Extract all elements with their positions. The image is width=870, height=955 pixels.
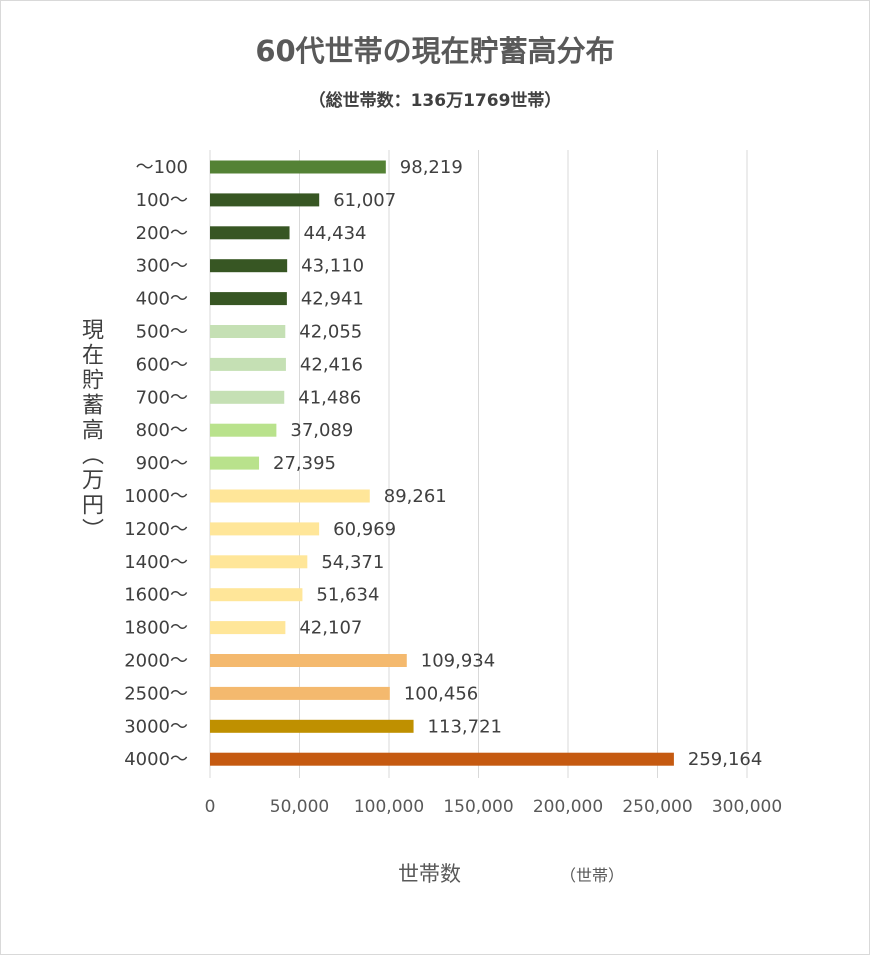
bar xyxy=(210,390,285,404)
data-label: 51,634 xyxy=(316,585,379,606)
bar xyxy=(210,423,277,437)
x-tick-label: 200,000 xyxy=(533,797,603,817)
category-label: 1800～ xyxy=(124,618,188,639)
bar xyxy=(210,621,286,635)
data-label: 60,969 xyxy=(333,519,396,540)
data-label: 89,261 xyxy=(384,486,447,507)
bar xyxy=(210,357,286,371)
category-label: 1000～ xyxy=(124,486,188,507)
data-label: 42,055 xyxy=(299,322,362,343)
data-label: 27,395 xyxy=(273,453,336,474)
category-label: 600～ xyxy=(136,354,188,375)
chart-title: 60代世帯の現在貯蓄高分布 xyxy=(255,34,615,68)
category-label: 800～ xyxy=(136,420,188,441)
data-label: 98,219 xyxy=(400,157,463,178)
chart-subtitle: （総世帯数：136万1769世帯） xyxy=(308,91,562,111)
category-label: 1200～ xyxy=(124,519,188,540)
data-label: 259,164 xyxy=(688,749,762,770)
bar xyxy=(210,259,288,273)
data-label: 113,721 xyxy=(428,716,502,737)
category-label: 400～ xyxy=(136,289,188,310)
data-label: 42,416 xyxy=(300,354,363,375)
category-label: 100～ xyxy=(136,190,188,211)
category-label: 3000～ xyxy=(124,716,188,737)
category-label: 1400～ xyxy=(124,552,188,573)
bar xyxy=(210,489,370,503)
category-label: ～100 xyxy=(136,157,188,178)
data-label: 44,434 xyxy=(304,223,367,244)
bar xyxy=(210,555,308,569)
x-axis-label: 世帯数 xyxy=(398,862,461,886)
bar xyxy=(210,292,287,306)
data-label: 42,107 xyxy=(299,618,362,639)
x-tick-label: 300,000 xyxy=(712,797,782,817)
bar xyxy=(210,588,303,602)
bar xyxy=(210,160,386,174)
x-tick-label: 0 xyxy=(205,797,216,817)
category-label: 4000～ xyxy=(124,749,188,770)
category-label: 200～ xyxy=(136,223,188,244)
x-tick-label: 150,000 xyxy=(443,797,513,817)
category-label: 2000～ xyxy=(124,651,188,672)
data-label: 61,007 xyxy=(333,190,396,211)
y-axis-label: 現在貯蓄高（万円） xyxy=(78,318,103,543)
x-tick-label: 250,000 xyxy=(622,797,692,817)
bar xyxy=(210,686,390,700)
bar xyxy=(210,456,260,470)
bar xyxy=(210,522,320,536)
category-label: 1600～ xyxy=(124,585,188,606)
category-label: 500～ xyxy=(136,322,188,343)
category-label: 700～ xyxy=(136,387,188,408)
data-label: 109,934 xyxy=(421,651,495,672)
category-label: 300～ xyxy=(136,256,188,277)
bar xyxy=(210,226,290,240)
data-label: 42,941 xyxy=(301,289,364,310)
x-tick-label: 50,000 xyxy=(270,797,329,817)
x-tick-label: 100,000 xyxy=(354,797,424,817)
bar xyxy=(210,654,407,667)
data-label: 41,486 xyxy=(298,387,361,408)
data-label: 54,371 xyxy=(321,552,384,573)
category-label: 900～ xyxy=(136,453,188,474)
data-label: 100,456 xyxy=(404,683,478,704)
data-label: 43,110 xyxy=(301,256,364,277)
bar xyxy=(210,719,414,733)
category-label: 2500～ xyxy=(124,683,188,704)
bar xyxy=(210,193,320,207)
x-axis-unit: （世帯） xyxy=(560,866,625,885)
bar xyxy=(210,752,674,766)
data-label: 37,089 xyxy=(290,420,353,441)
bar xyxy=(210,325,286,338)
